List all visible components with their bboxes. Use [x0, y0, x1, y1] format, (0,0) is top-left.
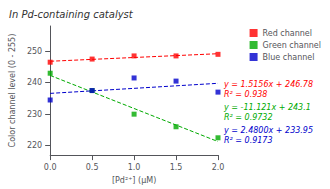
- svg-text:1.5: 1.5: [170, 163, 183, 172]
- svg-text:Red channel: Red channel: [263, 29, 312, 38]
- svg-text:y = -11.121x + 243.1: y = -11.121x + 243.1: [223, 103, 311, 112]
- svg-text:In Pd-containing catalyst: In Pd-containing catalyst: [9, 9, 134, 20]
- svg-text:Green channel: Green channel: [263, 41, 321, 50]
- svg-text:240: 240: [27, 78, 42, 87]
- svg-text:220: 220: [27, 141, 42, 150]
- svg-text:y = 1.5156x + 246.78: y = 1.5156x + 246.78: [223, 80, 313, 89]
- svg-text:230: 230: [27, 110, 42, 119]
- svg-text:2.0: 2.0: [212, 163, 225, 172]
- svg-text:Color channel level (0 - 255): Color channel level (0 - 255): [8, 34, 17, 148]
- svg-text:1.0: 1.0: [128, 163, 141, 172]
- svg-text:0.5: 0.5: [86, 163, 99, 172]
- svg-text:0.0: 0.0: [44, 163, 57, 172]
- svg-text:250: 250: [27, 47, 42, 56]
- svg-text:y = 2.4800x + 233.95: y = 2.4800x + 233.95: [223, 126, 313, 135]
- svg-text:R² = 0.938: R² = 0.938: [224, 90, 267, 99]
- svg-text:R² = 0.9173: R² = 0.9173: [224, 136, 273, 145]
- svg-text:[Pd²⁺] (μM): [Pd²⁺] (μM): [112, 176, 156, 185]
- svg-text:R² = 0.9732: R² = 0.9732: [224, 113, 273, 122]
- svg-text:Blue channel: Blue channel: [263, 53, 315, 62]
